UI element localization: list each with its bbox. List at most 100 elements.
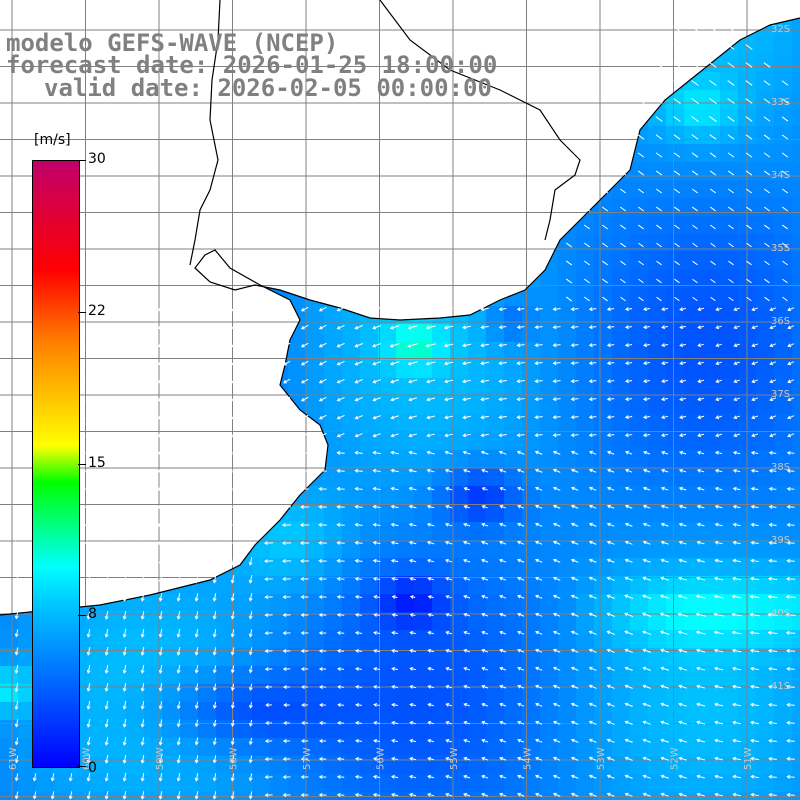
wind-cell [378, 522, 396, 540]
wind-arrow [606, 379, 615, 384]
wind-arrow [104, 628, 109, 638]
wind-cell [342, 702, 360, 720]
wind-cell [108, 612, 126, 630]
wind-arrow [678, 540, 687, 545]
wind-cell [504, 504, 522, 522]
wind-arrow [624, 397, 633, 402]
wind-arrow [751, 397, 759, 402]
wind-cell [180, 612, 198, 630]
wind-arrow [194, 665, 199, 674]
wind-cell [324, 666, 342, 684]
wind-cell [666, 468, 684, 486]
wind-cell [378, 612, 396, 630]
wind-cell [486, 540, 504, 558]
wind-cell [234, 576, 252, 594]
wind-arrow [767, 576, 778, 581]
wind-arrow [534, 415, 543, 420]
wind-arrow [300, 649, 309, 653]
wind-cell [144, 612, 162, 630]
wind-cell [126, 738, 144, 756]
wind-cell [576, 486, 594, 504]
wind-cell [594, 342, 612, 360]
wind-cell [630, 720, 648, 738]
wind-arrow [140, 683, 145, 692]
wind-cell [324, 504, 342, 522]
wind-arrow [480, 325, 489, 330]
wind-cell [414, 396, 432, 414]
wind-arrow [408, 522, 417, 527]
wind-arrow [138, 523, 147, 528]
wind-cell [558, 774, 576, 792]
wind-arrow [138, 487, 147, 492]
wind-cell [558, 504, 576, 522]
wind-cell [306, 720, 324, 738]
wind-cell [198, 630, 216, 648]
wind-arrow [14, 611, 19, 620]
wind-arrow [588, 648, 597, 653]
wind-arrow [749, 594, 760, 599]
wind-arrow [534, 433, 543, 438]
wind-arrow [354, 325, 363, 330]
wind-arrow [786, 684, 795, 689]
wind-arrow [660, 666, 670, 671]
wind-arrow [426, 468, 435, 473]
wind-arrow [139, 432, 146, 438]
wind-cell [666, 522, 684, 540]
wind-arrow [696, 558, 705, 563]
wind-cell [342, 666, 360, 684]
wind-arrow [786, 468, 795, 473]
wind-cell [432, 468, 450, 486]
wind-arrow [336, 432, 345, 438]
wind-arrow [427, 576, 434, 581]
wind-cell [756, 702, 774, 720]
wind-arrow [714, 540, 723, 545]
wind-cell [252, 720, 270, 738]
wind-arrow [391, 666, 398, 671]
wind-arrow [731, 648, 742, 653]
wind-arrow [372, 540, 381, 545]
wind-arrow [372, 468, 381, 473]
wind-cell [216, 630, 234, 648]
wind-cell [288, 558, 306, 576]
wind-cell [162, 774, 180, 792]
wind-cell [324, 702, 342, 720]
wind-arrow [230, 575, 235, 584]
wind-cell [216, 666, 234, 684]
wind-cell [468, 684, 486, 702]
wind-cell [216, 684, 234, 702]
wind-cell [774, 36, 792, 54]
wind-arrow [516, 325, 525, 330]
wind-arrow [480, 343, 489, 348]
wind-arrow [337, 684, 345, 689]
wind-arrow [103, 379, 110, 384]
wind-arrow [121, 306, 128, 312]
wind-cell [576, 378, 594, 396]
wind-arrow [713, 630, 724, 635]
wind-arrow [409, 684, 416, 689]
wind-arrow [14, 647, 19, 656]
wind-cell [756, 522, 774, 540]
wind-arrow [481, 504, 488, 509]
wind-arrow [14, 629, 19, 638]
wind-cell [540, 774, 558, 792]
wind-cell [612, 576, 630, 594]
wind-arrow [175, 432, 182, 438]
wind-arrow [677, 612, 688, 617]
wind-arrow [481, 648, 489, 653]
wind-arrow [194, 575, 199, 584]
wind-cell [702, 414, 720, 432]
wind-cell [648, 432, 666, 450]
wind-arrow [677, 594, 688, 599]
wind-cell [792, 738, 800, 756]
wind-arrow [481, 612, 489, 617]
wind-cell [612, 486, 630, 504]
wind-arrow [211, 342, 218, 348]
wind-cell [360, 612, 378, 630]
wind-arrow [731, 666, 742, 671]
wind-arrow [552, 343, 561, 348]
wind-arrow [517, 612, 525, 617]
wind-arrow [552, 468, 561, 473]
wind-cell [252, 738, 270, 756]
wind-arrow [624, 648, 633, 653]
wind-arrow [265, 324, 273, 330]
